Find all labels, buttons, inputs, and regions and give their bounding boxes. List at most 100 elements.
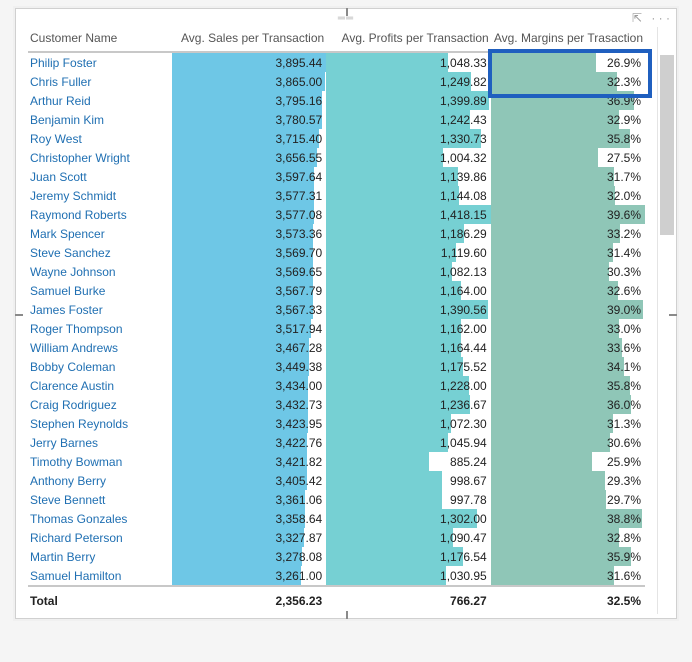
margins-cell: 30.6% (491, 433, 645, 452)
profits-cell: 1,330.73 (326, 129, 491, 148)
customer-name-cell[interactable]: Chris Fuller (28, 72, 172, 91)
customer-name-cell[interactable]: Samuel Hamilton (28, 566, 172, 586)
resize-handle-left[interactable] (15, 314, 23, 316)
col-header-profits[interactable]: Avg. Profits per Transaction (326, 27, 491, 52)
resize-handle-right[interactable] (669, 314, 677, 316)
sales-cell: 3,780.57 (172, 110, 326, 129)
profits-cell: 997.78 (326, 490, 491, 509)
table-row[interactable]: Wayne Johnson3,569.651,082.1330.3% (28, 262, 645, 281)
table-row[interactable]: Clarence Austin3,434.001,228.0035.8% (28, 376, 645, 395)
customer-name-cell[interactable]: Martin Berry (28, 547, 172, 566)
sales-cell: 3,795.16 (172, 91, 326, 110)
customer-name-cell[interactable]: Samuel Burke (28, 281, 172, 300)
table-row[interactable]: Thomas Gonzales3,358.641,302.0038.8% (28, 509, 645, 528)
customer-name-cell[interactable]: Clarence Austin (28, 376, 172, 395)
customer-name-cell[interactable]: James Foster (28, 300, 172, 319)
table-row[interactable]: Chris Fuller3,865.001,249.8232.3% (28, 72, 645, 91)
table-row[interactable]: Richard Peterson3,327.871,090.4732.8% (28, 528, 645, 547)
customer-name-cell[interactable]: Wayne Johnson (28, 262, 172, 281)
table-row[interactable]: Steve Sanchez3,569.701,119.6031.4% (28, 243, 645, 262)
margins-cell: 32.0% (491, 186, 645, 205)
margins-cell: 32.3% (491, 72, 645, 91)
customer-name-cell[interactable]: Roy West (28, 129, 172, 148)
col-header-sales[interactable]: Avg. Sales per Transaction (172, 27, 326, 52)
customer-name-cell[interactable]: Steve Sanchez (28, 243, 172, 262)
sales-cell: 3,423.95 (172, 414, 326, 433)
table-row[interactable]: Timothy Bowman3,421.82885.2425.9% (28, 452, 645, 471)
sales-cell: 3,597.64 (172, 167, 326, 186)
total-profits: 766.27 (326, 586, 491, 614)
sales-cell: 3,577.31 (172, 186, 326, 205)
table-row[interactable]: Craig Rodriguez3,432.731,236.6736.0% (28, 395, 645, 414)
more-options-icon[interactable]: · · · (651, 11, 670, 25)
profits-cell: 1,390.56 (326, 300, 491, 319)
table-row[interactable]: Juan Scott3,597.641,139.8631.7% (28, 167, 645, 186)
sales-cell: 3,569.70 (172, 243, 326, 262)
profits-cell: 1,048.33 (326, 52, 491, 72)
margins-cell: 39.6% (491, 205, 645, 224)
customer-name-cell[interactable]: Arthur Reid (28, 91, 172, 110)
table-row[interactable]: Bobby Coleman3,449.381,175.5234.1% (28, 357, 645, 376)
resize-handle-bottom[interactable] (346, 611, 348, 619)
customer-name-cell[interactable]: Jeremy Schmidt (28, 186, 172, 205)
table-row[interactable]: Roger Thompson3,517.941,162.0033.0% (28, 319, 645, 338)
customer-name-cell[interactable]: Philip Foster (28, 52, 172, 72)
customer-name-cell[interactable]: Raymond Roberts (28, 205, 172, 224)
customer-name-cell[interactable]: Anthony Berry (28, 471, 172, 490)
profits-cell: 1,164.00 (326, 281, 491, 300)
customer-name-cell[interactable]: Craig Rodriguez (28, 395, 172, 414)
visual-card: ══ ⇱ · · · Customer Name Avg. Sales per … (15, 8, 677, 619)
sales-cell: 3,573.36 (172, 224, 326, 243)
scrollbar-thumb[interactable] (660, 55, 674, 235)
customer-name-cell[interactable]: Christopher Wright (28, 148, 172, 167)
margins-cell: 31.3% (491, 414, 645, 433)
profits-cell: 1,045.94 (326, 433, 491, 452)
customer-name-cell[interactable]: Benjamin Kim (28, 110, 172, 129)
table-row[interactable]: Steve Bennett3,361.06997.7829.7% (28, 490, 645, 509)
customer-name-cell[interactable]: Thomas Gonzales (28, 509, 172, 528)
customer-name-cell[interactable]: Bobby Coleman (28, 357, 172, 376)
table-row[interactable]: Raymond Roberts3,577.081,418.1539.6% (28, 205, 645, 224)
margins-cell: 29.7% (491, 490, 645, 509)
table-row[interactable]: Jerry Barnes3,422.761,045.9430.6% (28, 433, 645, 452)
profits-cell: 998.67 (326, 471, 491, 490)
table-row[interactable]: Philip Foster3,895.441,048.3326.9% (28, 52, 645, 72)
table-row[interactable]: Arthur Reid3,795.161,399.8936.9% (28, 91, 645, 110)
table-row[interactable]: Christopher Wright3,656.551,004.3227.5% (28, 148, 645, 167)
customer-name-cell[interactable]: Stephen Reynolds (28, 414, 172, 433)
sales-cell: 3,567.79 (172, 281, 326, 300)
total-margins: 32.5% (491, 586, 645, 614)
sales-cell: 3,656.55 (172, 148, 326, 167)
table-row[interactable]: Mark Spencer3,573.361,186.2933.2% (28, 224, 645, 243)
profits-cell: 1,090.47 (326, 528, 491, 547)
focus-mode-icon[interactable]: ⇱ (632, 11, 642, 25)
table-row[interactable]: William Andrews3,467.281,164.4433.6% (28, 338, 645, 357)
table-header-row: Customer Name Avg. Sales per Transaction… (28, 27, 645, 52)
table-row[interactable]: Benjamin Kim3,780.571,242.4332.9% (28, 110, 645, 129)
table-row[interactable]: Jeremy Schmidt3,577.311,144.0832.0% (28, 186, 645, 205)
vertical-scrollbar[interactable] (657, 27, 676, 614)
margins-cell: 33.0% (491, 319, 645, 338)
table-row[interactable]: Anthony Berry3,405.42998.6729.3% (28, 471, 645, 490)
customer-name-cell[interactable]: Mark Spencer (28, 224, 172, 243)
total-sales: 2,356.23 (172, 586, 326, 614)
table-row[interactable]: Stephen Reynolds3,423.951,072.3031.3% (28, 414, 645, 433)
customer-name-cell[interactable]: William Andrews (28, 338, 172, 357)
customer-name-cell[interactable]: Juan Scott (28, 167, 172, 186)
customer-name-cell[interactable]: Jerry Barnes (28, 433, 172, 452)
table-row[interactable]: Roy West3,715.401,330.7335.8% (28, 129, 645, 148)
col-header-margins[interactable]: Avg. Margins per Trasaction (491, 27, 645, 52)
customer-name-cell[interactable]: Roger Thompson (28, 319, 172, 338)
margins-cell: 39.0% (491, 300, 645, 319)
resize-handle-top[interactable] (346, 8, 348, 16)
col-header-name[interactable]: Customer Name (28, 27, 172, 52)
table-row[interactable]: Martin Berry3,278.081,176.5435.9% (28, 547, 645, 566)
profits-cell: 1,175.52 (326, 357, 491, 376)
margins-cell: 29.3% (491, 471, 645, 490)
table-row[interactable]: Samuel Hamilton3,261.001,030.9531.6% (28, 566, 645, 586)
customer-name-cell[interactable]: Timothy Bowman (28, 452, 172, 471)
table-row[interactable]: James Foster3,567.331,390.5639.0% (28, 300, 645, 319)
table-row[interactable]: Samuel Burke3,567.791,164.0032.6% (28, 281, 645, 300)
customer-name-cell[interactable]: Richard Peterson (28, 528, 172, 547)
customer-name-cell[interactable]: Steve Bennett (28, 490, 172, 509)
